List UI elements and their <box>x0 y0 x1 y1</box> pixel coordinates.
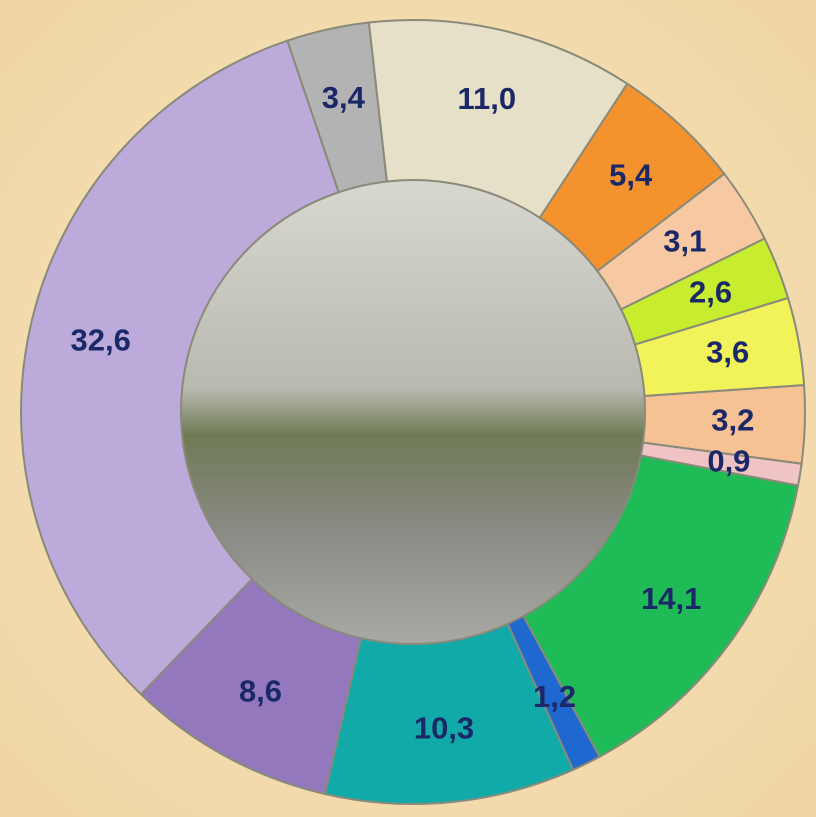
value-label: 14,1 <box>641 581 701 616</box>
value-label: 3,2 <box>711 402 754 437</box>
value-label: 3,4 <box>322 80 366 115</box>
value-label: 32,6 <box>71 322 131 357</box>
value-label: 3,6 <box>706 334 749 369</box>
value-label: 8,6 <box>239 674 282 709</box>
chart: 3,4 11,0 5,4 3,1 2,6 3,6 3,2 0,9 14,1 1,2 10,3 8,6 3… <box>0 0 816 817</box>
value-label: 3,1 <box>663 223 706 258</box>
center-photo <box>181 180 645 644</box>
value-label: 10,3 <box>414 711 474 746</box>
value-label: 2,6 <box>689 274 732 309</box>
value-label: 0,9 <box>707 443 750 478</box>
value-label: 1,2 <box>533 679 576 714</box>
value-label: 5,4 <box>609 158 653 193</box>
value-label: 11,0 <box>458 81 517 116</box>
